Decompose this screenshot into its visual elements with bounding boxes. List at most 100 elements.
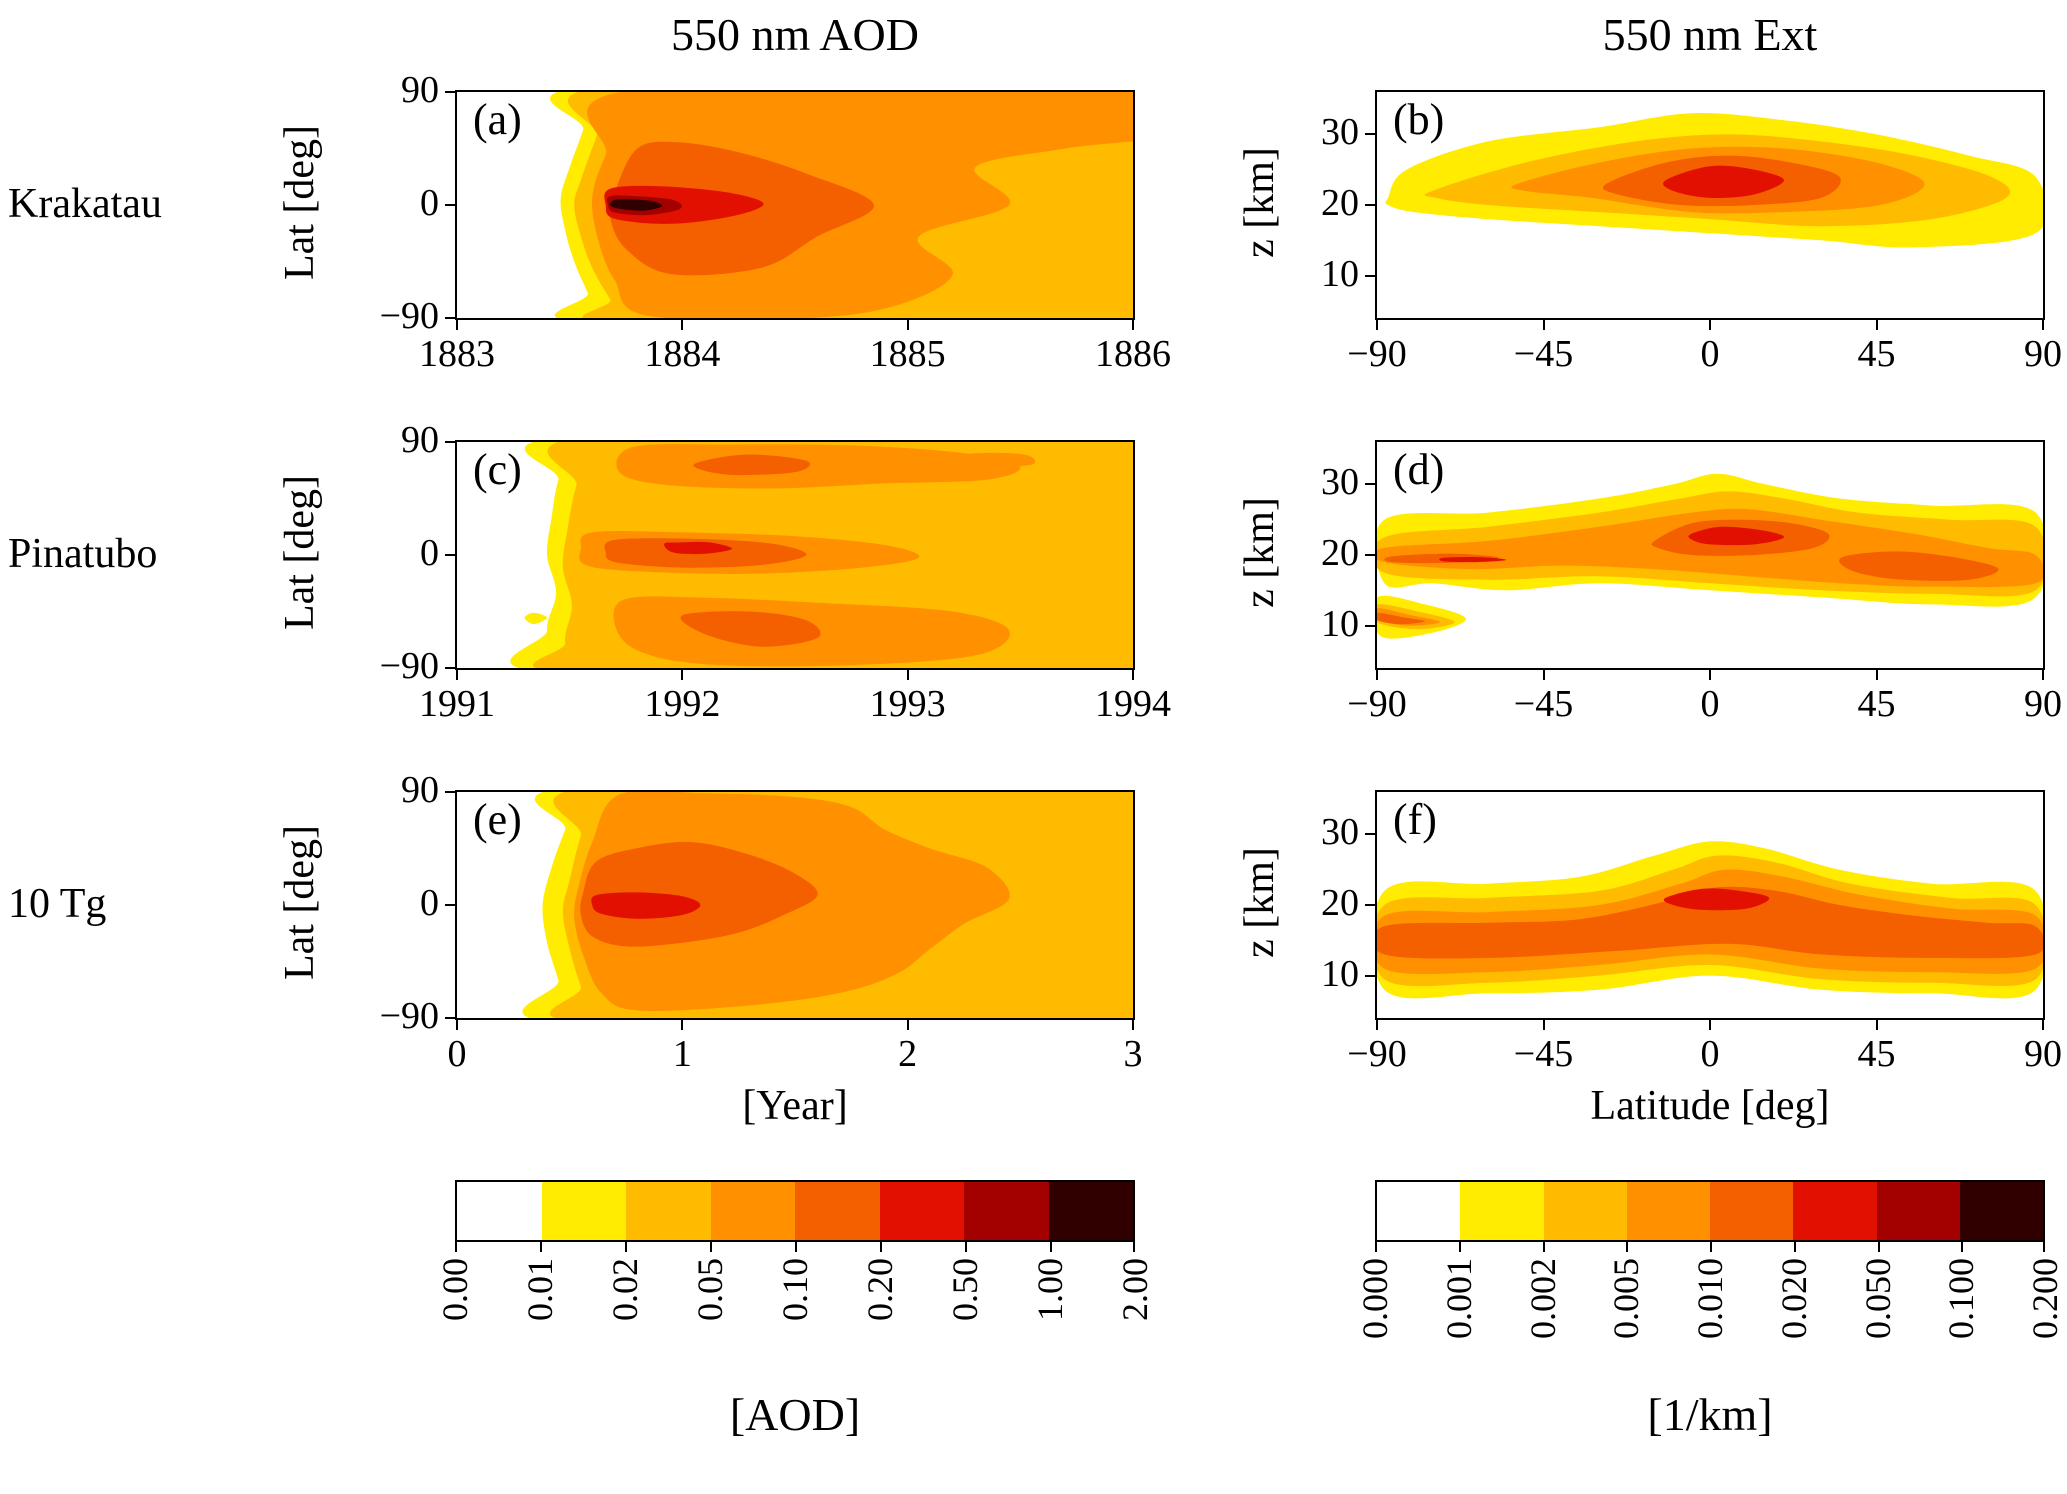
panel-b: (b) xyxy=(1375,90,2045,320)
colorbar-tick-label: 0.020 xyxy=(1773,1258,1815,1344)
contour-region-level-4 xyxy=(1377,612,1426,625)
x-tick-label: 1993 xyxy=(869,683,946,725)
colorbar-aod xyxy=(455,1180,1135,1242)
contour-region-level-7 xyxy=(610,199,663,211)
x-tick xyxy=(1709,1020,1711,1030)
axis-ylabel-text: Lat [deg] xyxy=(277,474,323,631)
colorbar-segment xyxy=(1710,1182,1794,1240)
panel-a: (a) xyxy=(455,90,1135,320)
y-tick xyxy=(445,317,455,319)
y-tick xyxy=(1365,974,1375,977)
colorbar-tick-label: 0.002 xyxy=(1522,1258,1564,1344)
axis-ylabel-e: Lat [deg] xyxy=(276,825,324,985)
contour-plot-a xyxy=(550,92,1133,318)
y-tick-label: 20 xyxy=(1321,532,1359,574)
contour-region-level-5 xyxy=(1688,526,1785,546)
x-tick xyxy=(906,670,909,680)
colorbar-segment xyxy=(1876,1182,1960,1240)
colorbar-ext xyxy=(1375,1180,2045,1242)
axis-ylabel-c: Lat [deg] xyxy=(276,475,324,635)
colorbar-segment xyxy=(541,1182,626,1240)
axis-xlabel-f: Latitude [deg] xyxy=(1590,1083,1830,1129)
panel-f: (f) xyxy=(1375,790,2045,1020)
x-tick xyxy=(1376,1020,1378,1030)
y-tick-label: 90 xyxy=(401,419,439,461)
y-tick xyxy=(1365,483,1375,486)
y-tick-label: 0 xyxy=(420,182,439,224)
x-tick xyxy=(1132,1020,1134,1030)
x-tick xyxy=(1132,670,1134,680)
colorbar-tick-label-text: 0.005 xyxy=(1606,1258,1647,1339)
x-tick xyxy=(1709,320,1711,330)
x-tick xyxy=(681,1020,684,1030)
axis-ylabel-text: Lat [deg] xyxy=(277,124,323,281)
x-tick-label: 2 xyxy=(898,1033,918,1075)
contour-plot-f xyxy=(1377,841,2043,999)
axis-ylabel-text: z [km] xyxy=(1237,497,1283,608)
colorbar-tick-label-text: 0.02 xyxy=(605,1258,645,1321)
colorbar-tick-label-text: 0.00 xyxy=(435,1258,475,1321)
colorbar-tick xyxy=(455,1242,457,1252)
colorbar-segment xyxy=(457,1182,542,1240)
colorbar-tick xyxy=(795,1242,797,1252)
contour-region-level-5 xyxy=(664,541,732,555)
axis-ylabel-text: Lat [deg] xyxy=(277,824,323,981)
y-tick-label: −90 xyxy=(379,995,439,1037)
colorbar-segment xyxy=(1959,1182,2043,1240)
contour-region-level-1 xyxy=(524,612,548,625)
y-tick-label: 20 xyxy=(1321,882,1359,924)
panel-letter-d: (d) xyxy=(1393,445,1445,494)
colorbar-segment xyxy=(1377,1182,1461,1240)
colorbar-tick-label-text: 0.20 xyxy=(860,1258,900,1321)
x-tick xyxy=(1542,1020,1545,1030)
y-tick-label: 10 xyxy=(1321,602,1359,645)
colorbar-tick-label: 0.001 xyxy=(1438,1258,1480,1344)
colorbar-tick-label-text: 0.001 xyxy=(1438,1258,1479,1339)
x-tick xyxy=(2042,320,2044,330)
colorbar-tick xyxy=(965,1242,967,1252)
colorbar-segment xyxy=(626,1182,711,1240)
x-tick xyxy=(1709,670,1711,680)
x-tick-label: 1886 xyxy=(1095,333,1171,375)
y-tick-label: 20 xyxy=(1321,182,1359,224)
x-tick xyxy=(1875,670,1878,680)
x-tick-label: 1884 xyxy=(644,333,721,375)
x-tick-label: 1992 xyxy=(644,683,721,725)
axis-ylabel-a: Lat [deg] xyxy=(276,125,324,285)
y-tick xyxy=(1365,274,1375,277)
x-tick-label: 3 xyxy=(1123,1033,1143,1075)
x-tick-label: 1994 xyxy=(1095,683,1171,725)
y-tick xyxy=(445,91,455,93)
row-label-krakatau: Krakatau xyxy=(8,181,162,227)
colorbar-segment xyxy=(710,1182,795,1240)
colorbar-tick-label-text: 0.10 xyxy=(775,1258,815,1321)
column-title-ext: 550 nm Ext xyxy=(1602,9,1818,60)
colorbar-tick xyxy=(1050,1242,1052,1252)
x-tick xyxy=(456,670,458,680)
colorbar-tick-label: 0.20 xyxy=(859,1258,901,1326)
panel-letter-a: (a) xyxy=(473,95,522,144)
colorbar-tick-label: 0.010 xyxy=(1689,1258,1731,1344)
colorbar-tick-label: 0.05 xyxy=(689,1258,731,1326)
contour-region-level-5 xyxy=(1439,556,1507,563)
x-tick xyxy=(906,320,909,330)
x-tick xyxy=(2042,670,2044,680)
colorbar-tick xyxy=(1710,1242,1712,1252)
colorbar-tick xyxy=(1375,1242,1377,1252)
colorbar-tick-label-text: 0.01 xyxy=(520,1258,560,1321)
y-tick xyxy=(445,791,455,793)
contour-region-level-4 xyxy=(693,454,810,476)
y-tick xyxy=(445,441,455,443)
colorbar-tick xyxy=(540,1242,542,1252)
contour-region-level-3 xyxy=(616,444,1021,489)
contour-region-level-5 xyxy=(591,892,701,919)
colorbar-tick-label: 0.050 xyxy=(1857,1258,1899,1344)
colorbar-tick-label-text: 0.100 xyxy=(1941,1258,1982,1339)
colorbar-segment xyxy=(1048,1182,1133,1240)
colorbar-tick-label: 0.005 xyxy=(1605,1258,1647,1344)
y-tick xyxy=(445,667,455,669)
x-tick xyxy=(1376,670,1378,680)
x-tick-label: −90 xyxy=(1347,683,1407,725)
x-tick xyxy=(456,320,458,330)
